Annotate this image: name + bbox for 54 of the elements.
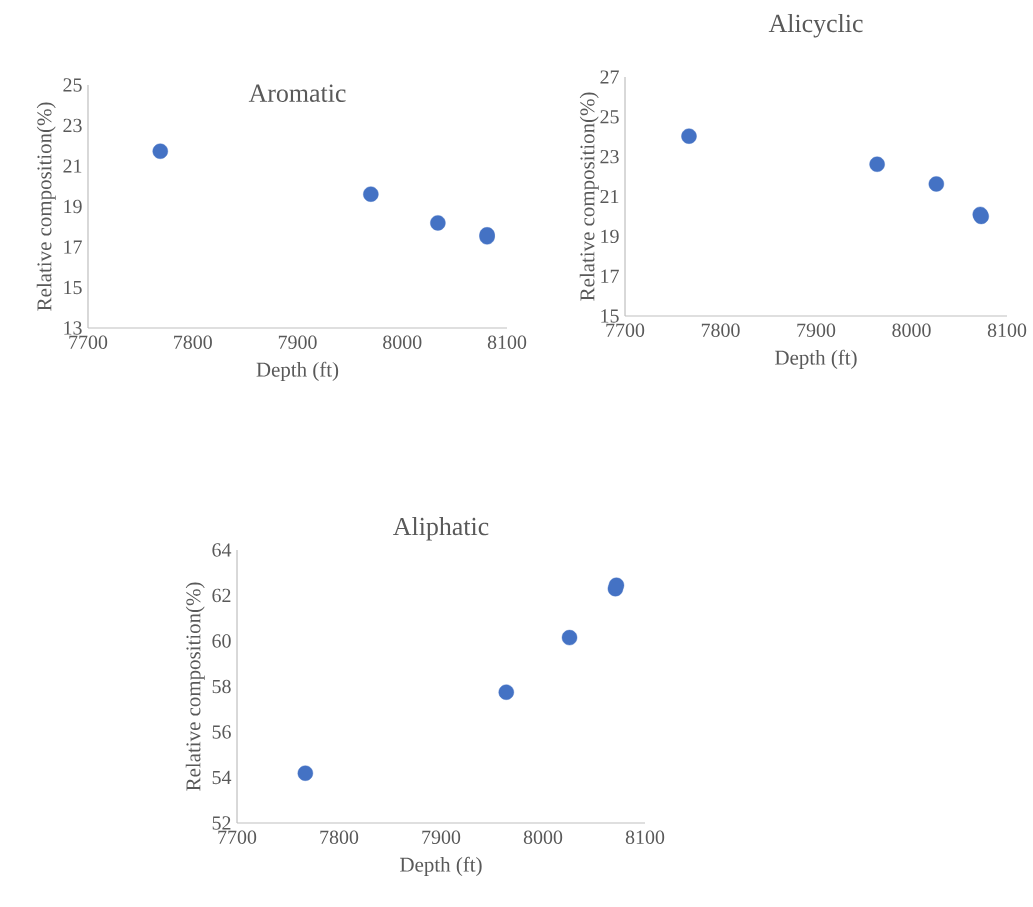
y-tick-label: 58 [212,679,231,694]
y-tick-label: 17 [601,269,619,283]
y-tick-label: 54 [212,770,232,785]
y-tick-label: 64 [212,543,232,557]
point [561,629,578,646]
y-axis-title: Relative composition(%) [185,582,205,791]
x-axis-title: Depth (ft) [400,856,482,876]
x-tick-label: 8100 [987,323,1027,337]
point [430,215,446,231]
x-tick-label: 7800 [320,830,359,844]
x-tick-label: 7900 [278,335,317,349]
x-tick-label: 7700 [606,323,645,337]
y-tick-label: 62 [212,588,231,603]
point [152,143,168,159]
y-axis-title: Relative composition(%) [36,102,56,311]
y-tick-label: 23 [63,118,82,133]
y-tick-label: 27 [600,70,619,84]
point [498,684,514,700]
y-tick-label: 15 [64,280,82,295]
x-tick-label: 7900 [797,323,836,337]
chart-title: Aromatic [248,84,346,102]
x-axis-title: Depth (ft) [775,349,857,369]
y-tick-label: 19 [64,199,82,214]
point [363,186,379,202]
point [297,765,314,781]
chart-title: Alicyclic [768,13,863,38]
y-tick-label: 13 [64,321,82,335]
chart-title: Aliphatic [393,517,489,541]
point [928,176,945,192]
y-axis-title: Relative composition(%) [579,92,599,301]
x-tick-label: 7800 [174,335,212,349]
y-tick-label: 25 [600,110,619,124]
x-tick-label: 7700 [69,335,108,349]
x-tick-label: 7900 [422,830,461,844]
point [869,156,885,172]
point [681,128,697,144]
y-tick-label: 25 [63,78,82,92]
x-tick-label: 8000 [383,335,422,349]
y-tick-label: 15 [601,309,619,323]
y-tick-label: 19 [601,229,619,244]
y-tick-label: 21 [63,159,82,173]
y-tick-label: 23 [600,149,619,164]
y-tick-label: 60 [212,634,231,648]
x-tick-label: 8100 [625,830,665,844]
x-tick-label: 8000 [523,830,563,844]
y-tick-label: 17 [64,240,82,254]
x-axis-title: Depth (ft) [256,361,339,381]
x-tick-label: 8100 [487,335,527,349]
x-tick-label: 7800 [701,323,740,337]
y-tick-label: 21 [600,189,619,204]
x-tick-label: 7700 [218,830,257,844]
x-tick-label: 8000 [892,323,931,337]
y-tick-label: 56 [212,725,231,739]
y-tick-label: 52 [212,816,231,830]
